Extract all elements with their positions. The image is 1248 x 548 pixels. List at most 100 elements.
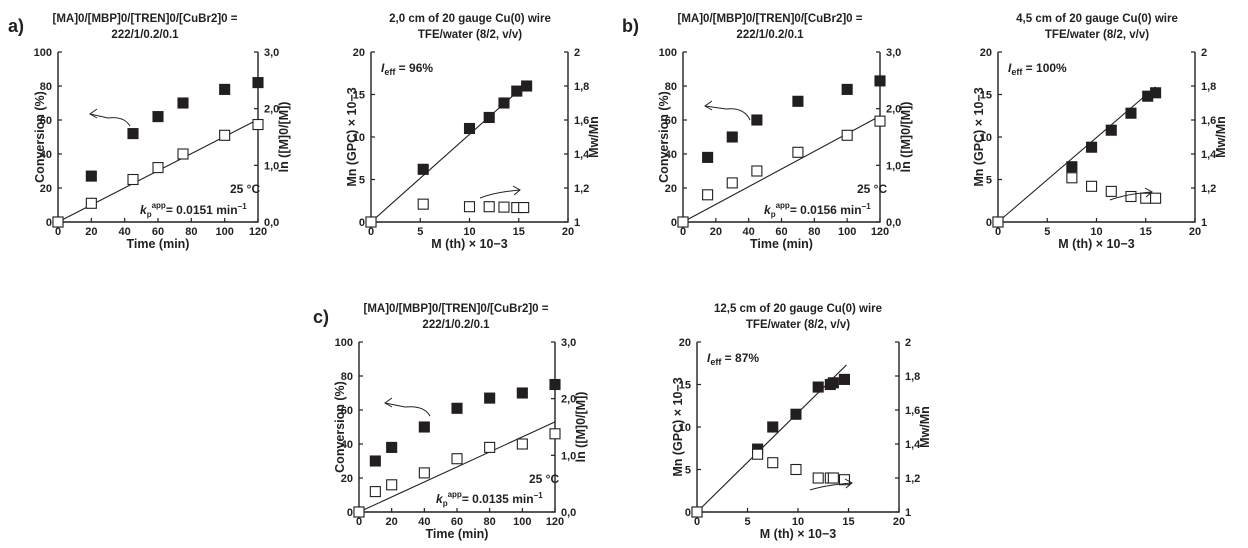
data-point-filled <box>1125 107 1137 119</box>
data-point-open <box>751 165 763 177</box>
rate-constant-c: kpapp= 0.0135 min−1 <box>436 490 543 508</box>
temperature-b: 25 °C <box>857 182 887 196</box>
svg-text:kpapp= 0.0156 min−1: kpapp= 0.0156 min−1 <box>764 201 871 219</box>
x-axis-label: Time (min) <box>426 527 489 541</box>
chart-title-line-2: TFE/water (8/2, v/v) <box>1045 29 1149 41</box>
rate-constant-a-value: = 0.0151 min <box>166 203 238 217</box>
panel-label-c: c) <box>313 307 329 327</box>
axis-arrow <box>89 113 131 127</box>
x-tick-label: 60 <box>152 226 164 238</box>
axis-arrowhead <box>844 478 853 489</box>
data-point-open <box>841 129 853 141</box>
efficiency-annotation: Ieff = 100% <box>1008 61 1067 77</box>
axis-arrow <box>809 482 853 491</box>
x-tick-label: 5 <box>744 516 750 528</box>
data-point-filled <box>483 111 495 123</box>
y-tick-label: 0 <box>671 217 677 229</box>
x-tick-label: 60 <box>775 226 787 238</box>
data-point-open <box>252 118 264 131</box>
axis-arrowhead <box>512 185 521 196</box>
data-point-filled <box>418 421 430 433</box>
data-point-filled <box>827 377 839 389</box>
rate-constant-b: kpapp= 0.0156 min−1 <box>764 201 871 219</box>
data-point-filled <box>386 441 398 453</box>
x-axis-label: M (th) × 10−3 <box>760 527 836 541</box>
data-point-open <box>516 438 528 450</box>
y2-axis-label: ln ([M]0/[M]) <box>277 102 291 173</box>
x-tick-label: 20 <box>386 516 398 528</box>
y-tick-label: 0 <box>685 507 691 519</box>
y2-tick-label: 0,0 <box>561 507 576 519</box>
data-point-open <box>483 201 495 213</box>
x-tick-label: 0 <box>55 226 61 238</box>
y2-tick-label: 2,0 <box>561 394 576 406</box>
y-tick-label: 15 <box>679 380 691 392</box>
y-tick-label: 20 <box>40 183 52 195</box>
y-tick-label: 15 <box>980 90 992 102</box>
x-tick-label: 15 <box>842 516 854 528</box>
data-point-open <box>792 146 804 158</box>
data-point-open <box>702 189 714 201</box>
axis-arrow <box>479 189 521 199</box>
data-point-filled <box>702 151 714 163</box>
y-tick-label: 40 <box>341 439 353 451</box>
x-tick-label: 5 <box>417 226 423 238</box>
data-point-filled <box>1086 141 1098 153</box>
y2-axis-label: ln ([M]0/[M]) <box>574 392 588 463</box>
data-point-open <box>549 428 561 440</box>
charts-layer: 0 20 40 60 80 100 1200204060801000,01,02,03,0T… <box>33 13 1228 541</box>
data-point-filled <box>498 97 510 109</box>
data-point-filled <box>85 170 97 182</box>
svg-text:kpapp= 0.0135 min−1: kpapp= 0.0135 min−1 <box>436 490 543 508</box>
data-point-open <box>417 198 429 210</box>
y-axis-label: Mn (GPC) × 10−3 <box>671 377 685 476</box>
y2-tick-label: 1,0 <box>561 450 576 462</box>
data-point-open <box>677 216 689 228</box>
x-axis-label: Time (min) <box>127 237 190 251</box>
x-tick-label: 0 <box>356 516 362 528</box>
data-point-open <box>812 472 824 484</box>
y-tick-label: 20 <box>353 47 365 59</box>
data-point-open <box>767 457 779 469</box>
data-point-filled <box>841 83 853 95</box>
y-tick-label: 60 <box>665 115 677 127</box>
data-point-open <box>838 474 851 486</box>
x-tick-label: 40 <box>743 226 755 238</box>
x-tick-label: 80 <box>185 226 197 238</box>
y2-tick-label: 1 <box>1201 217 1207 229</box>
x-tick-label: 5 <box>1044 226 1050 238</box>
data-point-open <box>1066 172 1078 184</box>
rate-constant-a: kpapp= 0.0151 min−1 <box>140 201 247 219</box>
y-tick-label: 15 <box>353 90 365 102</box>
data-point-filled <box>549 378 561 391</box>
chart-title-line-1: 2,0 cm of 20 gauge Cu(0) wire <box>389 13 551 25</box>
axes-frame <box>696 342 900 513</box>
chart-title-line-2: 222/1/0.2/0.1 <box>111 29 179 41</box>
chart-title-line-2: 222/1/0.2/0.1 <box>736 29 804 41</box>
axis-arrowhead <box>89 108 98 119</box>
data-point-open <box>1105 185 1117 197</box>
data-point-filled <box>511 85 523 97</box>
y-tick-label: 100 <box>335 337 353 349</box>
y-tick-label: 20 <box>980 47 992 59</box>
y2-tick-label: 0,0 <box>886 217 901 229</box>
data-point-filled <box>152 111 164 123</box>
data-point-open <box>1086 180 1098 192</box>
data-point-open <box>52 216 64 228</box>
data-point-open <box>992 216 1004 228</box>
data-point-filled <box>1105 124 1117 136</box>
y-tick-label: 5 <box>359 175 365 187</box>
y-tick-label: 80 <box>665 81 677 93</box>
data-point-filled <box>812 381 824 393</box>
efficiency-annotation: Ieff = 87% <box>707 351 759 367</box>
x-tick-label: 80 <box>808 226 820 238</box>
x-tick-label: 20 <box>562 226 574 238</box>
data-point-open <box>353 506 365 518</box>
axis-arrowhead <box>1144 187 1153 198</box>
fit-line <box>358 421 556 513</box>
y2-tick-label: 1,6 <box>905 405 920 417</box>
